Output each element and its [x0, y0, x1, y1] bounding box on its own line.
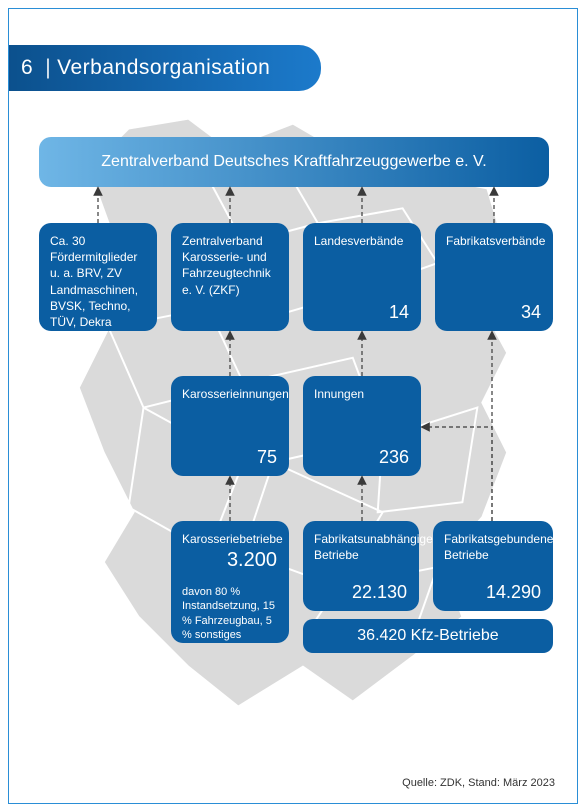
box-foerdermitglieder-text: Ca. 30 Fördermitglieder u. a. BRV, ZV La… — [50, 233, 146, 330]
box-karosseriebetriebe-value: 3.200 — [227, 547, 277, 574]
box-fabrikats-gebunden-value: 14.290 — [486, 580, 541, 604]
box-fabrikatsverbaende-text: Fabrikatsverbände — [446, 233, 542, 249]
box-innungen-text: Innungen — [314, 386, 410, 402]
box-fabrikats-unabhaengig-value: 22.130 — [352, 580, 407, 604]
org-root-bar: Zentralverband Deutsches Kraftfahrzeugge… — [39, 137, 549, 187]
total-label: 36.420 Kfz-Betriebe — [357, 627, 498, 645]
box-fabrikats-gebunden-title: Fabrikatsgebundene Betriebe — [444, 531, 542, 563]
box-innungen-value: 236 — [379, 445, 409, 469]
chapter-header: 6 | Verbandsorganisation — [8, 45, 321, 91]
box-fabrikats-gebunden: Fabrikatsgebundene Betriebe 14.290 — [433, 521, 553, 611]
total-bar: 36.420 Kfz-Betriebe — [303, 619, 553, 653]
chapter-title: Verbandsorganisation — [57, 56, 270, 80]
source-note: Quelle: ZDK, Stand: März 2023 — [402, 777, 555, 789]
box-karosseriebetriebe: Karosseriebetriebe 3.200 davon 80 % Inst… — [171, 521, 289, 643]
germany-map — [9, 9, 577, 802]
box-zkf-text: Zentralverband Karosserie- und Fahrzeugt… — [182, 233, 278, 298]
box-fabrikats-unabhaengig: Fabrikatsunabhängige Betriebe 22.130 — [303, 521, 419, 611]
box-foerdermitglieder: Ca. 30 Fördermitglieder u. a. BRV, ZV La… — [39, 223, 157, 331]
box-landesverbaende-value: 14 — [389, 300, 409, 324]
box-fabrikatsverbaende: Fabrikatsverbände 34 — [435, 223, 553, 331]
box-landesverbaende: Landesverbände 14 — [303, 223, 421, 331]
box-karosserieinnungen-text: Karosserieinnungen — [182, 386, 278, 402]
box-karosserieinnungen-value: 75 — [257, 445, 277, 469]
box-landesverbaende-text: Landesverbände — [314, 233, 410, 249]
box-karosseriebetriebe-title: Karosseriebetriebe — [182, 531, 278, 547]
chapter-separator: | — [45, 56, 51, 80]
chapter-number: 6 — [21, 56, 33, 80]
box-karosseriebetriebe-sub: davon 80 % Instandsetzung, 15 % Fahrzeug… — [182, 585, 278, 642]
org-root-label: Zentralverband Deutsches Kraftfahrzeugge… — [101, 153, 486, 171]
box-zkf: Zentralverband Karosserie- und Fahrzeugt… — [171, 223, 289, 331]
box-fabrikatsverbaende-value: 34 — [521, 300, 541, 324]
box-innungen: Innungen 236 — [303, 376, 421, 476]
box-karosserieinnungen: Karosserieinnungen 75 — [171, 376, 289, 476]
box-fabrikats-unabhaengig-title: Fabrikatsunabhängige Betriebe — [314, 531, 408, 563]
